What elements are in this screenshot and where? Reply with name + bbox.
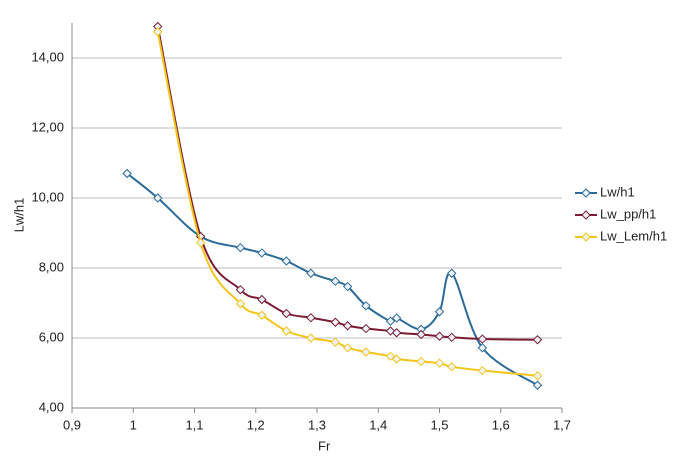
point-marker	[477, 365, 488, 376]
point-marker	[477, 334, 488, 344]
y-tick-label: 6,00	[39, 329, 64, 344]
point-marker	[434, 307, 445, 317]
point-marker	[281, 308, 292, 319]
legend-label: Lw_Lem/h1	[600, 228, 667, 243]
point-marker	[342, 343, 353, 353]
x-tick-label: 1,2	[247, 417, 265, 432]
point-marker	[330, 337, 341, 347]
legend-marker	[581, 232, 591, 242]
point-marker	[257, 294, 267, 305]
x-tick-label: 1,3	[308, 417, 326, 432]
point-marker	[306, 312, 316, 323]
x-tick-label: 1,6	[492, 417, 510, 432]
legend-marker	[581, 188, 591, 198]
point-marker	[532, 371, 543, 381]
point-marker	[153, 27, 163, 37]
x-tick-label: 1,5	[430, 417, 448, 432]
point-marker	[416, 356, 426, 367]
x-tick-label: 0,9	[63, 417, 81, 432]
point-marker	[330, 317, 341, 327]
y-tick-label: 14,00	[31, 49, 64, 64]
point-marker	[477, 343, 488, 353]
point-marker	[330, 276, 341, 287]
legend-marker	[581, 210, 591, 220]
point-marker	[235, 298, 246, 309]
x-tick-label: 1,7	[553, 417, 571, 432]
point-marker	[385, 316, 396, 326]
point-marker	[532, 335, 543, 345]
x-axis-title: Fr	[318, 438, 331, 453]
point-marker	[361, 301, 371, 311]
point-marker	[434, 358, 445, 368]
y-tick-label: 8,00	[39, 259, 64, 274]
point-marker	[195, 238, 206, 248]
y-tick-label: 10,00	[31, 189, 64, 204]
point-marker	[385, 351, 396, 361]
point-marker	[306, 333, 316, 343]
point-marker	[342, 321, 353, 331]
point-marker	[281, 256, 292, 266]
y-tick-label: 12,00	[31, 119, 64, 134]
x-tick-label: 1	[130, 417, 137, 432]
point-marker	[447, 268, 457, 278]
point-marker	[447, 361, 457, 372]
y-tick-label: 4,00	[39, 399, 64, 414]
point-marker	[257, 310, 267, 320]
series-line	[156, 26, 538, 341]
point-marker	[235, 242, 246, 253]
point-marker	[281, 326, 292, 336]
point-marker	[122, 168, 132, 179]
point-marker	[257, 248, 267, 258]
point-marker	[153, 193, 163, 203]
x-tick-label: 1,4	[369, 417, 387, 432]
point-marker	[235, 284, 246, 295]
series-line	[126, 172, 539, 387]
y-axis-title: Lw/h1	[11, 198, 26, 233]
point-marker	[306, 268, 316, 278]
point-marker	[391, 313, 402, 323]
point-marker	[447, 332, 457, 343]
x-tick-label: 1,1	[185, 417, 203, 432]
point-marker	[434, 331, 445, 341]
point-marker	[361, 323, 371, 334]
point-marker	[391, 328, 402, 338]
point-marker	[391, 354, 402, 364]
legend-label: Lw_pp/h1	[600, 206, 656, 221]
point-marker	[342, 281, 353, 292]
point-marker	[532, 380, 543, 390]
point-marker	[361, 347, 371, 357]
point-marker	[416, 329, 426, 340]
legend-label: Lw/h1	[600, 184, 635, 199]
